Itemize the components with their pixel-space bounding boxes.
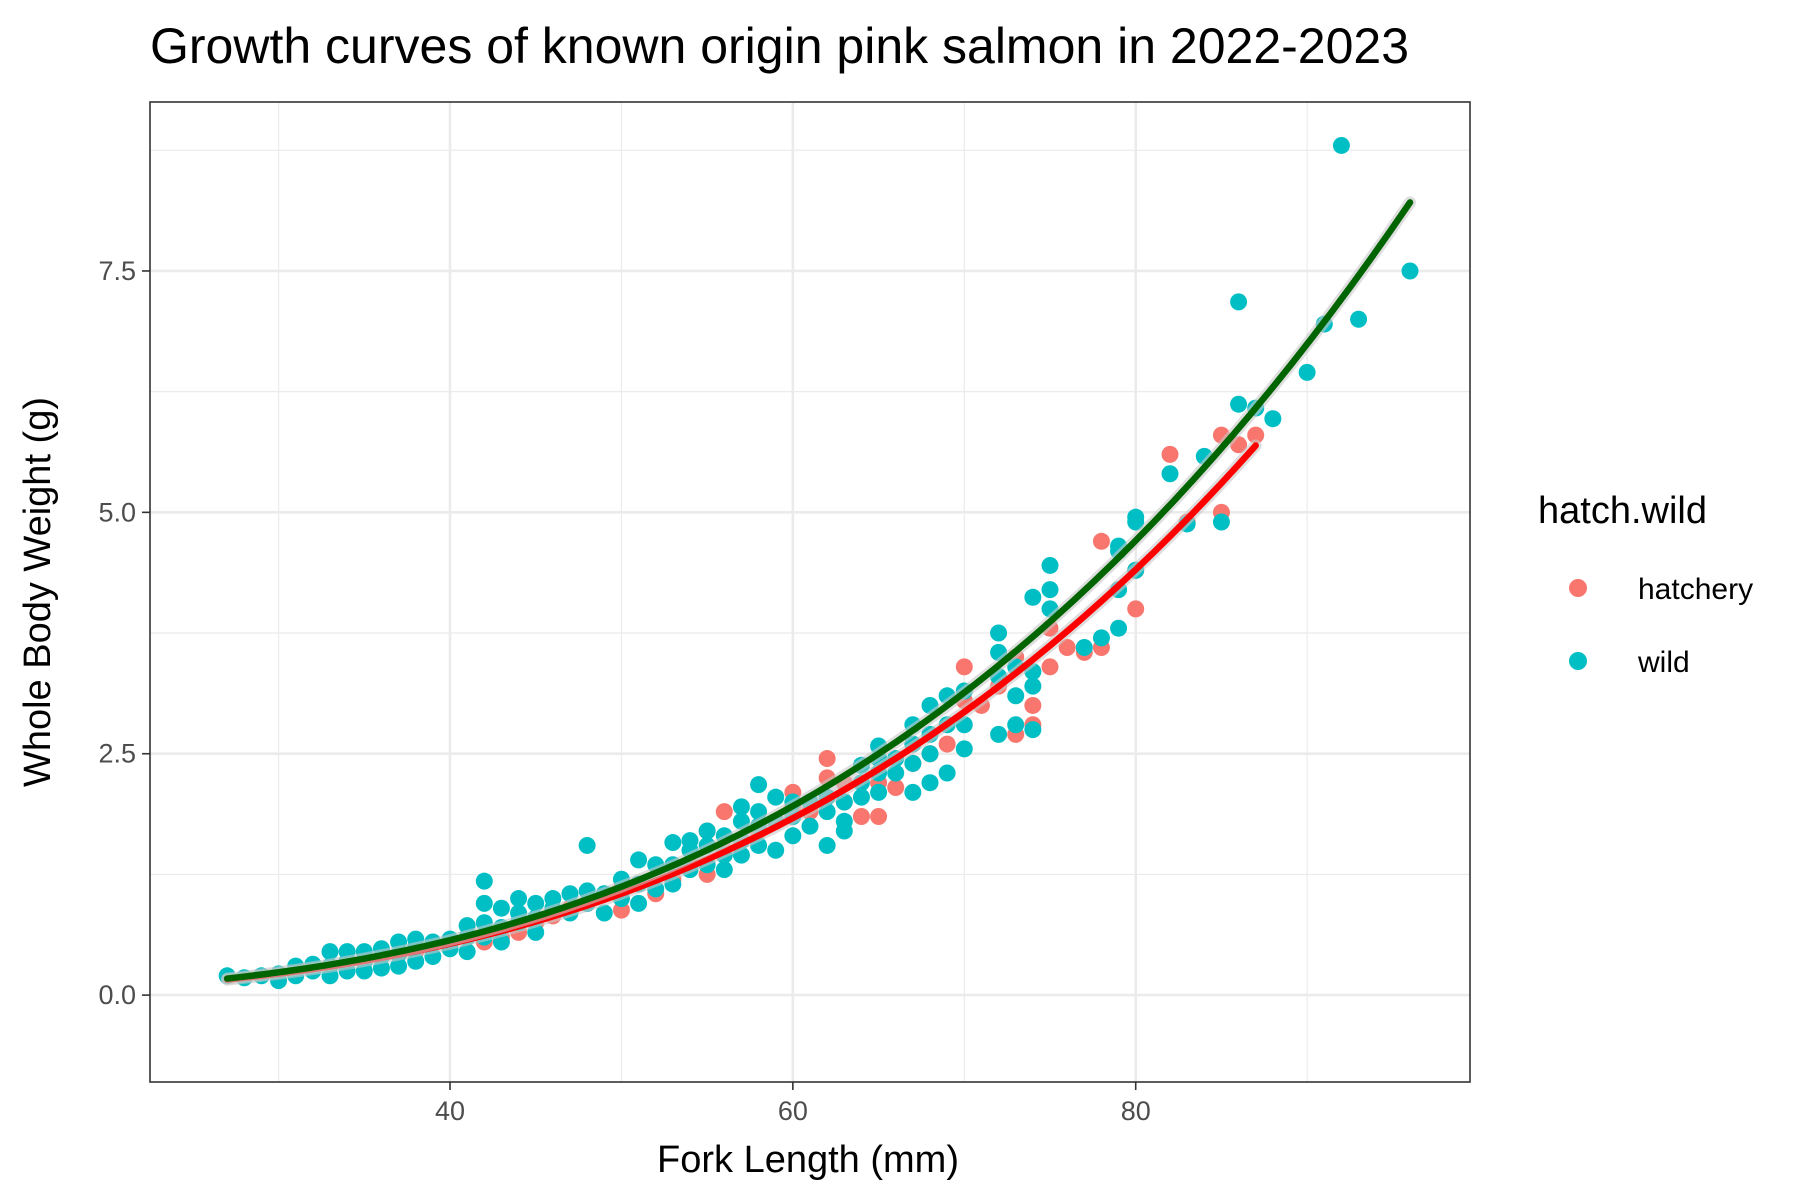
wild-point: [681, 832, 699, 850]
panel-border: [149, 101, 1471, 1083]
wild-point: [1007, 716, 1025, 734]
legend-label-wild: wild: [1637, 646, 1690, 679]
x-axis: 40 60 80: [435, 1082, 1151, 1126]
fit-curves: [221, 196, 1416, 986]
wild-point: [1127, 508, 1145, 526]
wild-point: [1212, 513, 1230, 531]
wild-point: [1332, 136, 1350, 154]
legend-key-wild: [1569, 652, 1587, 670]
y-tick-label: 2.5: [98, 739, 136, 769]
x-tick-label: 80: [1121, 1096, 1151, 1126]
wild-point: [458, 943, 476, 961]
wild-point: [1041, 581, 1059, 599]
hatchery-point: [1247, 426, 1265, 444]
hatchery-point: [1092, 532, 1110, 550]
wild-point: [715, 861, 733, 879]
wild-point: [904, 783, 922, 801]
legend-label-hatchery: hatchery: [1638, 573, 1753, 606]
x-tick-label: 40: [435, 1096, 465, 1126]
wild-point: [595, 904, 613, 922]
y-axis: 0.0 2.5 5.0 7.5: [98, 256, 150, 1010]
wild-point: [1264, 410, 1282, 428]
hatchery-point: [938, 735, 956, 753]
wild-point: [1110, 619, 1128, 637]
wild-point: [475, 872, 493, 890]
wild-point: [664, 834, 682, 852]
wild-point: [1007, 687, 1025, 705]
x-axis-title: Fork Length (mm): [657, 1139, 959, 1181]
wild-point: [1024, 588, 1042, 606]
legend-key-hatchery: [1569, 579, 1587, 597]
wild-point: [1092, 629, 1110, 647]
wild-point: [750, 776, 768, 794]
grid-lines: [150, 102, 1470, 1082]
wild-point: [767, 788, 785, 806]
wild-point: [921, 745, 939, 763]
wild-point: [904, 754, 922, 772]
wild-point: [1401, 262, 1419, 280]
hatchery-point: [870, 807, 888, 825]
legend-title: hatch.wild: [1538, 490, 1707, 532]
wild-point: [475, 894, 493, 912]
wild-point: [767, 841, 785, 859]
legend: hatch.wild hatchery wild: [1538, 490, 1753, 679]
wild-point: [955, 740, 973, 758]
hatchery-point: [887, 779, 905, 797]
wild-point: [921, 774, 939, 792]
wild-point: [1024, 677, 1042, 695]
wild-point: [835, 812, 853, 830]
wild-point: [527, 894, 545, 912]
hatchery-point: [818, 750, 836, 768]
hatchery-point: [715, 803, 733, 821]
wild-point: [1230, 293, 1248, 311]
wild-point: [732, 798, 750, 816]
wild-point: [630, 894, 648, 912]
wild-point: [990, 725, 1008, 743]
y-tick-label: 7.5: [98, 256, 136, 286]
wild-point: [630, 851, 648, 869]
wild-point: [1161, 465, 1179, 483]
wild-point: [1350, 310, 1368, 328]
wild-point: [1041, 556, 1059, 574]
wild-point: [510, 890, 528, 908]
hatchery-point: [1127, 600, 1145, 618]
hatchery-point: [1161, 445, 1179, 463]
legend-entries: hatchery wild: [1569, 573, 1753, 679]
wild-point: [1075, 639, 1093, 657]
wild-point: [492, 899, 510, 917]
hatchery-point: [1058, 639, 1076, 657]
wild-fit-line: [223, 199, 1414, 982]
x-tick-label: 60: [778, 1096, 808, 1126]
wild-point: [990, 624, 1008, 642]
panel-background: [150, 102, 1470, 1082]
wild-point: [801, 817, 819, 835]
wild-point: [818, 836, 836, 854]
plot-area: [149, 101, 1471, 1083]
wild-point: [1230, 395, 1248, 413]
wild-point: [784, 827, 802, 845]
hatchery-point: [955, 658, 973, 676]
wild-point: [887, 764, 905, 782]
wild-point: [938, 764, 956, 782]
hatchery-point: [1041, 658, 1059, 676]
chart-title: Growth curves of known origin pink salmo…: [150, 18, 1409, 74]
wild-point: [1024, 721, 1042, 739]
hatchery-point: [852, 807, 870, 825]
wild-point: [578, 836, 596, 854]
y-tick-label: 0.0: [98, 980, 136, 1010]
wild-point: [852, 788, 870, 806]
wild-point: [1298, 363, 1316, 381]
y-axis-title: Whole Body Weight (g): [17, 397, 59, 787]
wild-point: [544, 890, 562, 908]
y-tick-label: 5.0: [98, 497, 136, 527]
wild-point: [321, 943, 339, 961]
wild-point: [698, 822, 716, 840]
wild-point: [870, 783, 888, 801]
hatchery-point: [1024, 696, 1042, 714]
